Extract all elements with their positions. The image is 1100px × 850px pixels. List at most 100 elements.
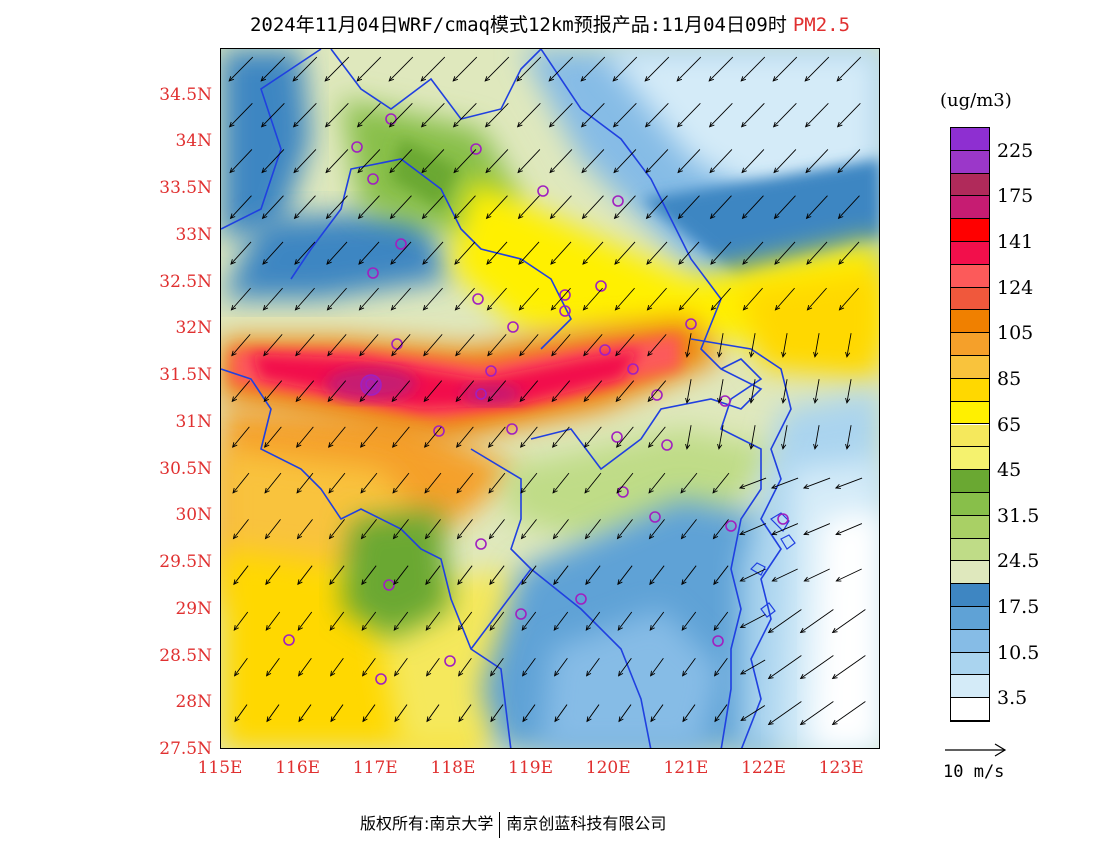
wind-arrow	[614, 287, 635, 311]
colorbar-segment	[951, 584, 989, 607]
wind-arrow	[229, 149, 253, 174]
wind-arrow	[682, 704, 696, 723]
wind-arrow	[324, 102, 349, 128]
wind-arrow	[836, 56, 862, 82]
wind-arrow	[328, 472, 346, 494]
wind-arrow	[773, 149, 797, 174]
monitoring-station-marker	[360, 374, 382, 396]
map-panel	[220, 48, 880, 749]
wind-arrow	[425, 657, 440, 677]
monitoring-station-marker	[575, 593, 587, 605]
wind-arrow	[582, 241, 604, 265]
wind-arrow	[359, 426, 378, 448]
wind-arrow	[521, 657, 536, 677]
monitoring-station-marker	[383, 579, 395, 591]
wind-arrow	[486, 287, 507, 311]
wind-arrow	[487, 334, 507, 357]
monitoring-station-marker	[367, 173, 379, 185]
wind-arrow	[802, 477, 831, 489]
wind-arrow	[834, 477, 863, 489]
wind-arrow	[582, 287, 603, 311]
wind-arrow	[739, 523, 767, 536]
wind-arrow	[297, 611, 313, 631]
wind-arrow	[804, 102, 829, 128]
colorbar-segment	[951, 629, 989, 653]
lon-tick-label: 117E	[352, 758, 398, 778]
wind-arrow	[261, 195, 284, 220]
wind-arrow	[456, 519, 473, 540]
wind-arrow	[361, 611, 377, 631]
wind-arrow	[749, 333, 756, 358]
wind-arrow	[521, 611, 537, 631]
copyright-divider	[499, 811, 501, 838]
lat-tick-label: 34.5N	[159, 84, 212, 105]
wind-arrow	[772, 56, 798, 82]
wind-arrow	[392, 472, 410, 494]
wind-arrow	[234, 704, 248, 723]
wind-arrow	[774, 241, 796, 265]
wind-arrow	[583, 380, 603, 403]
wind-arrow	[453, 149, 477, 174]
wind-arrow	[717, 425, 724, 450]
wind-arrow	[709, 195, 732, 220]
wind-arrow	[648, 519, 665, 540]
wind-arrow	[676, 102, 701, 128]
wind-arrow	[393, 657, 408, 677]
wind-arrow	[232, 472, 250, 494]
monitoring-station-marker	[472, 293, 484, 305]
wind-arrow	[650, 704, 664, 723]
wind-arrow	[360, 519, 377, 540]
wind-arrow	[813, 333, 820, 358]
wind-arrow	[520, 519, 537, 540]
colorbar-segment	[951, 128, 989, 151]
wind-arrow	[714, 704, 728, 723]
wind-arrow	[837, 149, 861, 174]
wind-arrow	[391, 426, 410, 448]
wind-arrow	[644, 56, 670, 82]
colorbar-segment	[951, 287, 989, 311]
wind-arrow	[781, 333, 788, 358]
wind-arrow	[394, 704, 408, 723]
wind-arrow	[388, 56, 414, 82]
wind-arrow	[295, 426, 314, 448]
lon-tick-label: 123E	[818, 758, 864, 778]
wind-arrow	[522, 704, 536, 723]
wind-arrow	[553, 565, 569, 586]
wind-arrow	[229, 195, 252, 220]
wind-arrow	[584, 472, 602, 494]
lat-tick-label: 27.5N	[159, 739, 212, 759]
wind-arrow	[767, 609, 802, 634]
monitoring-station-marker	[537, 185, 549, 197]
monitoring-station-marker	[375, 673, 387, 685]
monitoring-station-marker	[777, 513, 789, 525]
wind-arrow	[647, 334, 667, 357]
monitoring-station-marker	[444, 655, 456, 667]
wind-arrow	[806, 287, 827, 311]
wind-arrow	[685, 379, 692, 404]
wind-arrow	[813, 379, 820, 404]
wind-arrow	[520, 472, 538, 494]
wind-arrow	[455, 426, 474, 448]
lon-tick-label: 116E	[275, 758, 321, 778]
monitoring-station-marker	[507, 321, 519, 333]
wind-arrow	[781, 425, 788, 450]
wind-arrow	[806, 241, 828, 265]
lat-tick-label: 28.5N	[159, 645, 212, 666]
wind-arrow	[457, 565, 473, 586]
wind-arrow	[831, 701, 866, 726]
wind-arrow	[457, 611, 473, 631]
wind-arrow	[452, 56, 478, 82]
colorbar-segment	[951, 606, 989, 630]
lon-tick-label: 119E	[508, 758, 554, 778]
wind-arrow	[740, 705, 766, 722]
wind-arrow	[835, 568, 862, 582]
wind-arrow	[231, 426, 250, 448]
wind-arrow	[329, 657, 344, 677]
monitoring-station-marker	[611, 431, 623, 443]
wind-arrow	[749, 425, 756, 450]
wind-arrow	[263, 380, 283, 403]
wind-arrow	[708, 102, 733, 128]
wind-arrow	[617, 565, 633, 586]
wind-arrow	[392, 519, 409, 540]
wind-arrow	[456, 472, 474, 494]
